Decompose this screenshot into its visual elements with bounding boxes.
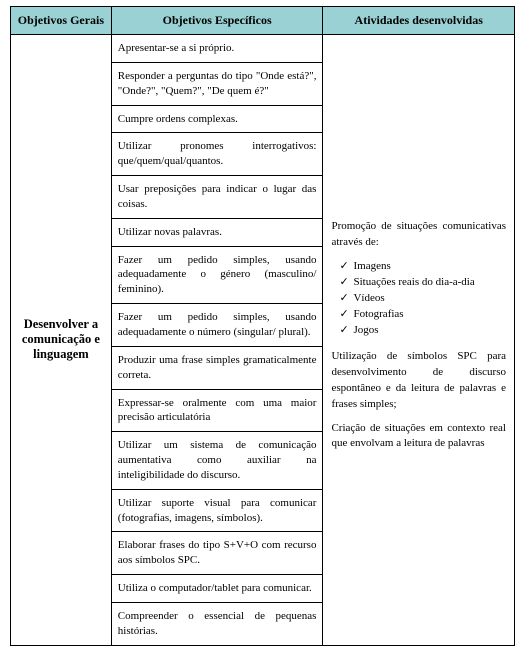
objectives-table: Objetivos Gerais Objetivos Específicos A… <box>10 6 515 646</box>
activities-bullet-item: Jogos <box>353 323 506 339</box>
activities-para-spc: Utilização de símbolos SPC para desenvol… <box>331 349 506 413</box>
specific-objective-item: Utilizar pronomes interrogativos: que/qu… <box>112 133 323 176</box>
specific-objectives-list: Apresentar-se a si próprio.Responder a p… <box>112 35 323 645</box>
specific-objective-item: Utilizar novas palavras. <box>112 218 323 246</box>
specific-objective-item: Produzir uma frase simples gramaticalmen… <box>112 346 323 389</box>
specific-objective-item: Responder a perguntas do tipo "Onde está… <box>112 62 323 105</box>
specific-objectives-cell: Apresentar-se a si próprio.Responder a p… <box>111 35 323 646</box>
specific-objective-item: Elaborar frases do tipo S+V+O com recurs… <box>112 532 323 575</box>
activities-bullets: ImagensSituações reais do dia-a-diaVídeo… <box>331 259 506 339</box>
table-header-row: Objetivos Gerais Objetivos Específicos A… <box>11 7 515 35</box>
specific-objective-item: Utilizar suporte visual para comunicar (… <box>112 489 323 532</box>
specific-objective-item: Expressar-se oralmente com uma maior pre… <box>112 389 323 432</box>
activities-bullet-item: Vídeos <box>353 291 506 307</box>
activities-bullet-item: Situações reais do dia-a-dia <box>353 275 506 291</box>
col-header-activities: Atividades desenvolvidas <box>323 7 515 35</box>
col-header-specific: Objetivos Específicos <box>111 7 323 35</box>
specific-objective-item: Utiliza o computador/tablet para comunic… <box>112 575 323 603</box>
col-header-general: Objetivos Gerais <box>11 7 112 35</box>
general-objective-cell: Desenvolver a comunicação e linguagem <box>11 35 112 646</box>
specific-objective-item: Apresentar-se a si próprio. <box>112 35 323 62</box>
specific-objective-item: Fazer um pedido simples, usando adequada… <box>112 304 323 347</box>
activities-intro: Promoção de situações comunicativas atra… <box>331 219 506 251</box>
specific-objective-item: Utilizar um sistema de comunicação aumen… <box>112 432 323 490</box>
specific-objective-item: Usar preposições para indicar o lugar da… <box>112 176 323 219</box>
specific-objective-item: Fazer um pedido simples, usando adequada… <box>112 246 323 304</box>
activities-para-real: Criação de situações em contexto real qu… <box>331 421 506 453</box>
specific-objective-item: Cumpre ordens complexas. <box>112 105 323 133</box>
specific-objective-item: Compreender o essencial de pequenas hist… <box>112 602 323 644</box>
activities-cell: Promoção de situações comunicativas atra… <box>323 35 515 646</box>
activities-bullet-item: Imagens <box>353 259 506 275</box>
table-body-row: Desenvolver a comunicação e linguagem Ap… <box>11 35 515 646</box>
activities-bullet-item: Fotografias <box>353 307 506 323</box>
